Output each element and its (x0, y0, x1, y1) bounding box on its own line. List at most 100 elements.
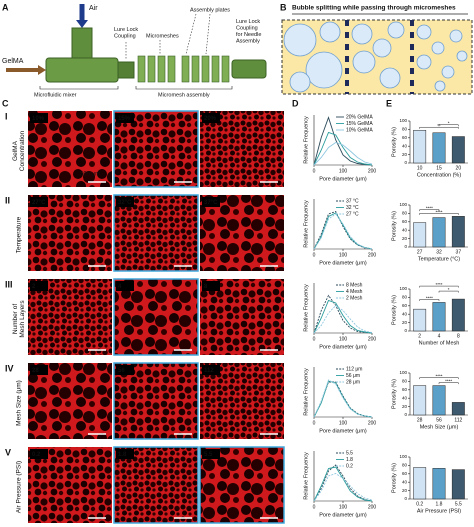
bar (432, 385, 446, 416)
legend-label: 112 μm (346, 366, 362, 372)
x-axis-label: Pore diameter (μm) (319, 344, 367, 350)
distribution-line (313, 473, 373, 502)
x-tick-label: 0.2 (416, 501, 423, 507)
y-axis-label: Relative Frequency (303, 452, 309, 500)
x-axis-label: Pore diameter (μm) (319, 428, 367, 434)
y-tick-label: 60 (402, 387, 408, 392)
legend-label: 37 °C (346, 198, 359, 204)
legend-label: 56 μm (346, 373, 360, 379)
panel-label: B (280, 2, 287, 12)
micrograph (28, 111, 112, 187)
x-tick-label: 0 (313, 504, 316, 510)
x-axis-label: Pore diameter (μm) (319, 176, 367, 182)
x-tick-label: 5.5 (455, 501, 462, 507)
significance-label: **** (435, 374, 442, 379)
bar (413, 129, 427, 164)
y-axis-label: Porosity (%) (391, 127, 397, 157)
significance-bracket (419, 299, 440, 301)
x-tick-label: 10 (417, 165, 423, 171)
lure-lock-label: Lure Lock Coupling (114, 27, 138, 40)
row-title: Concentration (19, 130, 26, 171)
legend-label: 0.2 (346, 463, 353, 469)
bar (413, 385, 427, 416)
x-tick-label: 100 (339, 252, 348, 258)
y-tick-label: 40 (402, 479, 408, 484)
y-tick-label: 40 (402, 311, 408, 316)
legend-label: 20% GelMA (346, 114, 373, 120)
y-tick-label: 40 (402, 227, 408, 232)
significance-bracket (438, 124, 459, 127)
y-axis-label: Porosity (%) (391, 463, 397, 493)
legend-label: 27 °C (346, 211, 359, 217)
y-tick-label: 80 (402, 379, 408, 384)
micrograph (200, 363, 284, 439)
distribution-line (313, 304, 373, 334)
y-axis-label: Relative Frequency (303, 284, 309, 332)
mixer-body (45, 57, 119, 83)
x-tick-label: 56 (436, 417, 442, 423)
y-tick-label: 100 (399, 370, 407, 375)
micrograph (28, 195, 112, 271)
x-tick-label: 20 (456, 165, 462, 171)
distribution-line (313, 131, 373, 166)
mixer-label: Microfluidic mixer (34, 92, 77, 98)
y-tick-label: 0 (404, 412, 407, 417)
image-label: 32°C (118, 200, 132, 206)
image-label-box (116, 365, 134, 375)
x-tick-label: 200 (368, 504, 377, 510)
image-label: 28 (32, 368, 39, 374)
bar (451, 402, 465, 416)
image-label: 27°C (32, 200, 46, 206)
image-label-box (30, 281, 48, 291)
assembly-bracket (135, 86, 233, 90)
image-label-box (116, 281, 134, 291)
legend-label: 32 °C (346, 205, 359, 211)
needle-coupling-label: Lure Lock Coupling for Needle Assembly (236, 19, 261, 45)
x-axis-label: Mesh Size (μm) (420, 424, 459, 430)
image-label: 0.2 (32, 452, 41, 458)
y-tick-label: 20 (402, 236, 408, 241)
image-label-box (202, 281, 220, 291)
image-label-box (116, 113, 134, 123)
image-label-box (116, 449, 134, 459)
image-label-box (202, 197, 220, 207)
mesh-plates (137, 55, 230, 83)
y-tick-label: 60 (402, 135, 408, 140)
bar (432, 132, 446, 164)
x-tick-label: 200 (368, 336, 377, 342)
distribution-line (313, 294, 373, 334)
distribution-line (313, 466, 373, 502)
x-tick-label: 0 (313, 252, 316, 258)
assembly-label: Micromesh assembly (158, 92, 210, 98)
significance-bracket (419, 285, 459, 288)
significance-bracket (419, 209, 440, 212)
y-tick-label: 100 (399, 202, 407, 207)
image-label: 10% (32, 116, 45, 122)
significance-bracket (419, 213, 459, 215)
micrograph (113, 362, 199, 440)
x-tick-label: 27 (417, 249, 423, 255)
significance-bracket (419, 377, 459, 380)
row-numeral: IV (5, 363, 14, 373)
y-tick-label: 40 (402, 143, 408, 148)
y-axis-label: Relative Frequency (303, 200, 309, 248)
image-label-box (202, 449, 220, 459)
significance-bracket (419, 126, 459, 129)
legend-label: 8 Mesh (346, 282, 363, 288)
legend-label: 4 Mesh (346, 289, 363, 295)
x-tick-label: 100 (339, 336, 348, 342)
x-tick-label: 200 (368, 420, 377, 426)
bar (413, 308, 427, 332)
image-label-box (202, 365, 220, 375)
legend-label: 28 μm (346, 379, 360, 385)
row-title: Air Pressure (PSI) (16, 461, 23, 513)
bar (413, 467, 427, 500)
distribution-line (313, 380, 373, 418)
micrograph (200, 279, 284, 355)
x-axis-label: Number of Mesh (419, 340, 460, 346)
row-numeral: V (5, 447, 11, 457)
image-label-box (116, 197, 134, 207)
y-axis-label: Porosity (%) (391, 211, 397, 241)
x-tick-label: 100 (339, 168, 348, 174)
